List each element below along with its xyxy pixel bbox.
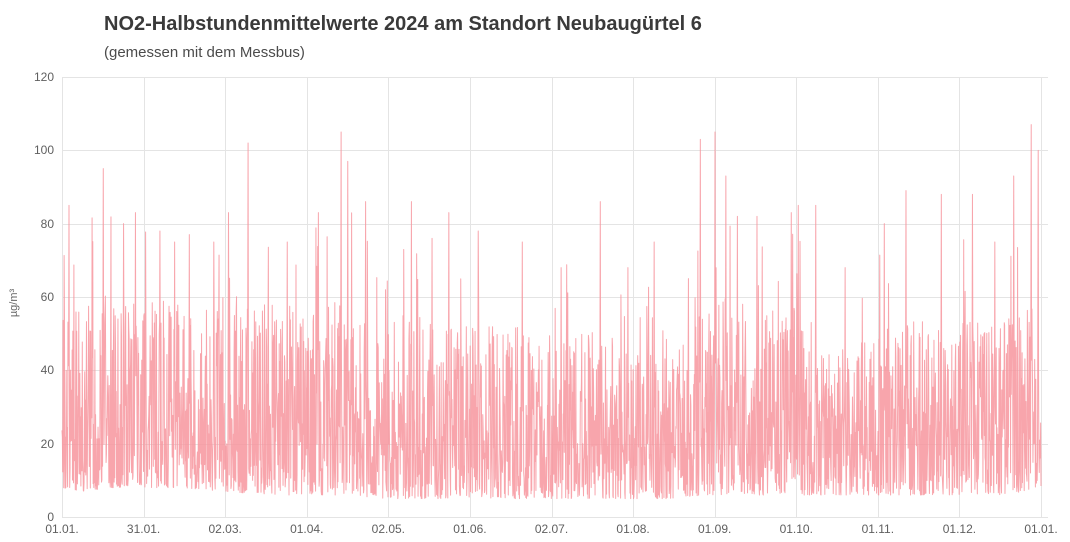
y-tick-label: 20 <box>40 436 54 451</box>
no2-series-line <box>61 124 1042 500</box>
x-tick-label: 01.10. <box>779 522 813 536</box>
y-tick-label: 0 <box>47 510 54 524</box>
x-tick-label: 01.04. <box>290 522 324 536</box>
x-tick-label: 01.12. <box>942 522 977 536</box>
chart-subtitle: (gemessen mit dem Messbus) <box>104 44 305 61</box>
x-tick-label: 01.09. <box>697 522 732 536</box>
x-tick-label: 01.11. <box>861 522 895 536</box>
x-tick-label: 01.01. <box>1024 522 1058 536</box>
y-tick-label: 60 <box>40 290 54 304</box>
y-tick-label: 100 <box>33 143 54 158</box>
y-tick-label: 120 <box>33 70 54 84</box>
x-tick-label: 01.06. <box>453 522 487 536</box>
x-tick-label: 01.08. <box>616 522 650 536</box>
x-tick-label: 02.05. <box>371 522 406 536</box>
no2-series <box>61 124 1042 500</box>
chart-title: NO2-Halbstundenmittelwerte 2024 am Stand… <box>104 13 702 35</box>
x-tick-label: 02.03. <box>208 522 242 536</box>
x-tick-label: 31.01. <box>126 522 161 536</box>
x-tick-label: 02.07. <box>534 522 569 536</box>
y-tick-label: 80 <box>40 216 54 231</box>
x-tick-label: 01.01. <box>45 522 79 536</box>
y-tick-label: 40 <box>40 363 54 378</box>
